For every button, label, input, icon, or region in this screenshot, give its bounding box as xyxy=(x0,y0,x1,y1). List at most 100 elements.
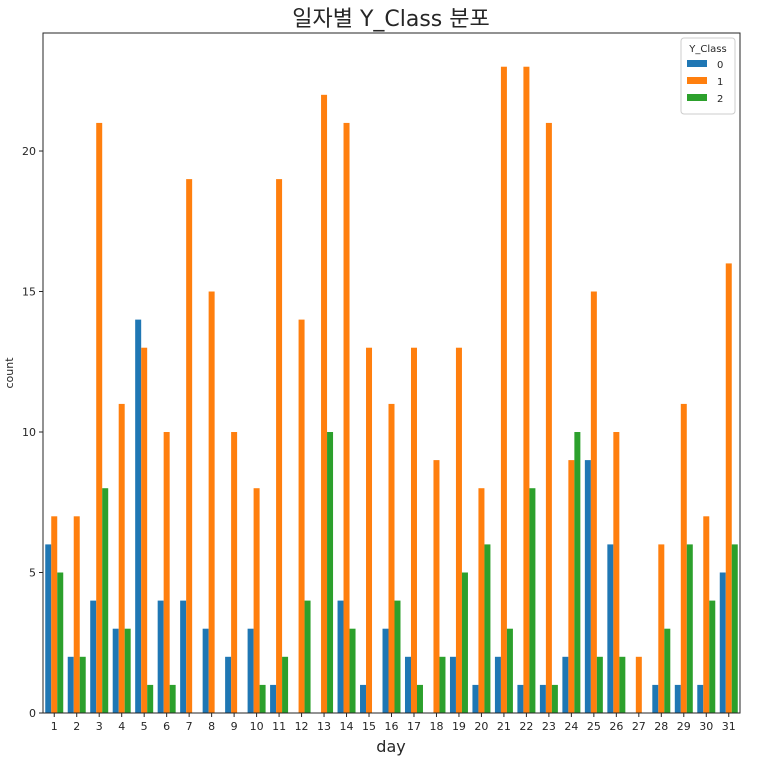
x-tick-label: 4 xyxy=(118,720,125,733)
y-tick-label: 0 xyxy=(29,707,36,720)
bar-day-2-class-1 xyxy=(73,516,80,713)
bar-day-18-class-2 xyxy=(439,656,446,713)
bar-day-21-class-1 xyxy=(500,66,507,714)
legend-swatch-0 xyxy=(687,60,707,67)
bar-day-4-class-2 xyxy=(124,628,131,713)
bar-day-30-class-2 xyxy=(709,600,716,713)
x-tick-label: 31 xyxy=(722,720,736,733)
plot-frame xyxy=(42,32,741,714)
bar-day-19-class-0 xyxy=(449,656,456,713)
bar-day-10-class-1 xyxy=(253,488,260,713)
bar-day-6-class-2 xyxy=(169,684,176,713)
bar-day-20-class-0 xyxy=(472,684,479,713)
legend-swatch-1 xyxy=(687,77,707,84)
bar-day-3-class-1 xyxy=(96,122,103,714)
x-tick-label: 9 xyxy=(231,720,238,733)
bar-day-30-class-1 xyxy=(703,516,710,713)
x-tick-label: 8 xyxy=(208,720,215,733)
bar-day-24-class-2 xyxy=(574,432,581,713)
bar-day-29-class-0 xyxy=(674,684,681,713)
bar-day-13-class-1 xyxy=(321,94,328,713)
x-tick-label: 24 xyxy=(564,720,578,733)
x-tick-label: 26 xyxy=(609,720,623,733)
y-tick-label: 15 xyxy=(22,286,36,299)
bar-day-21-class-0 xyxy=(494,656,501,713)
legend-label-1: 1 xyxy=(717,77,723,88)
bar-day-18-class-1 xyxy=(433,460,440,713)
bar-day-9-class-1 xyxy=(231,432,238,713)
bar-day-8-class-1 xyxy=(208,291,215,713)
bar-day-8-class-0 xyxy=(202,628,209,713)
bar-day-20-class-1 xyxy=(478,488,485,713)
x-tick-label: 11 xyxy=(272,720,286,733)
legend: Y_Class 0 1 2 xyxy=(680,37,736,115)
x-tick-label: 3 xyxy=(96,720,103,733)
bar-day-31-class-0 xyxy=(719,572,726,713)
bar-day-27-class-1 xyxy=(635,656,642,713)
bar-day-31-class-1 xyxy=(725,263,732,713)
x-tick-label: 29 xyxy=(677,720,691,733)
bar-day-14-class-1 xyxy=(343,122,350,714)
bar-day-19-class-2 xyxy=(461,572,468,713)
bar-day-29-class-2 xyxy=(686,544,693,713)
bar-day-28-class-2 xyxy=(664,628,671,713)
x-tick-label: 30 xyxy=(699,720,713,733)
bar-day-11-class-0 xyxy=(270,684,277,713)
bar-day-14-class-2 xyxy=(349,628,356,713)
bar-day-25-class-2 xyxy=(596,656,603,713)
bar-day-25-class-0 xyxy=(584,460,591,713)
x-tick-label: 2 xyxy=(73,720,80,733)
x-tick-label: 14 xyxy=(340,720,354,733)
bars-group xyxy=(45,66,738,714)
bar-day-7-class-1 xyxy=(186,179,193,713)
bar-day-17-class-2 xyxy=(416,684,423,713)
x-tick-label: 23 xyxy=(542,720,556,733)
chart-title: 일자별 Y_Class 분포 xyxy=(292,7,490,32)
bar-day-1-class-2 xyxy=(57,572,64,713)
bar-day-5-class-0 xyxy=(135,319,142,713)
x-tick-label: 17 xyxy=(407,720,421,733)
x-tick-label: 15 xyxy=(362,720,376,733)
bar-day-29-class-1 xyxy=(680,403,687,713)
bar-day-10-class-0 xyxy=(247,628,254,713)
legend-label-2: 2 xyxy=(717,94,723,105)
x-tick-label: 22 xyxy=(519,720,533,733)
bar-day-21-class-2 xyxy=(506,628,513,713)
bar-day-14-class-0 xyxy=(337,600,344,713)
x-tick-label: 10 xyxy=(250,720,264,733)
bar-day-23-class-2 xyxy=(551,684,558,713)
x-tick-label: 7 xyxy=(186,720,193,733)
x-tick-label: 20 xyxy=(474,720,488,733)
x-tick-label: 13 xyxy=(317,720,331,733)
bar-day-26-class-1 xyxy=(613,432,620,713)
bar-day-28-class-1 xyxy=(658,544,665,713)
bar-day-6-class-1 xyxy=(163,432,170,713)
bar-day-16-class-0 xyxy=(382,628,389,713)
bar-day-31-class-2 xyxy=(731,544,738,713)
x-tick-label: 5 xyxy=(141,720,148,733)
bar-day-15-class-0 xyxy=(360,684,367,713)
bar-day-1-class-1 xyxy=(51,516,58,713)
bar-day-17-class-0 xyxy=(404,656,411,713)
bar-day-16-class-2 xyxy=(394,600,401,713)
x-tick-label: 16 xyxy=(385,720,399,733)
bar-day-26-class-0 xyxy=(607,544,614,713)
bar-day-4-class-1 xyxy=(118,403,125,713)
bar-day-9-class-0 xyxy=(225,656,232,713)
bar-day-17-class-1 xyxy=(410,347,417,713)
bar-day-19-class-1 xyxy=(455,347,462,713)
bar-day-5-class-1 xyxy=(141,347,148,713)
bar-day-22-class-2 xyxy=(529,488,536,713)
y-axis-ticks: 0 5 10 15 20 xyxy=(22,145,43,720)
y-tick-label: 5 xyxy=(29,567,36,580)
bar-day-22-class-0 xyxy=(517,684,524,713)
bar-day-10-class-2 xyxy=(259,684,266,713)
x-tick-label: 6 xyxy=(163,720,170,733)
bar-day-20-class-2 xyxy=(484,544,491,713)
bar-day-24-class-1 xyxy=(568,460,575,713)
bar-day-23-class-1 xyxy=(545,122,552,714)
bar-day-13-class-2 xyxy=(327,432,334,713)
bar-day-25-class-1 xyxy=(590,291,597,713)
bar-day-11-class-1 xyxy=(276,179,283,713)
